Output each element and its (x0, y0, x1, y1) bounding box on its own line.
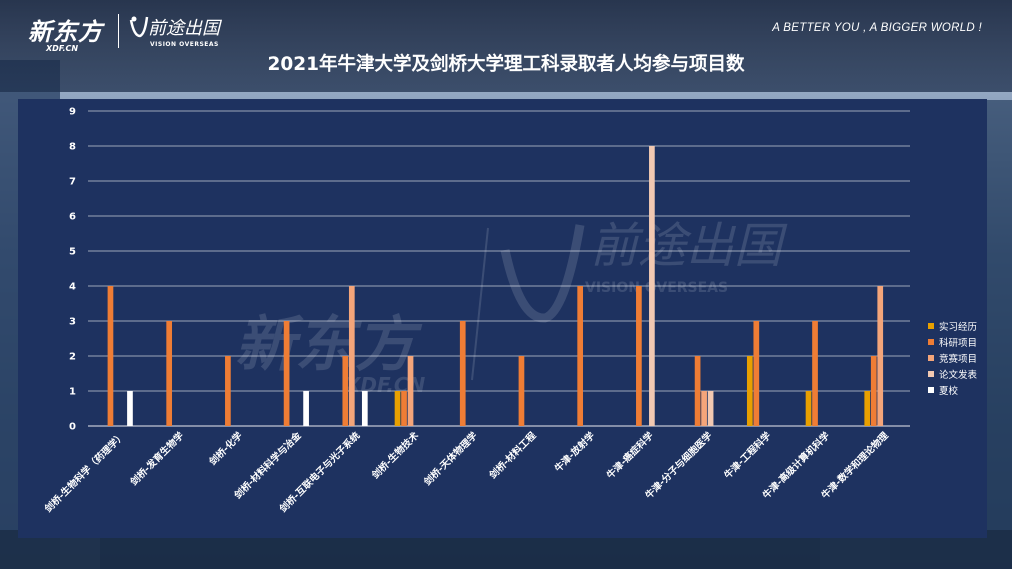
bar (877, 286, 884, 426)
x-tick-label: 剑桥-生物技术 (369, 429, 422, 482)
bar (694, 356, 701, 426)
legend-swatch (928, 355, 934, 361)
y-tick-label: 0 (69, 422, 76, 433)
legend-swatch (928, 387, 934, 393)
y-tick-label: 3 (69, 317, 76, 328)
watermark-swoosh-icon (500, 224, 585, 323)
bar (166, 321, 173, 426)
legend-swatch (928, 339, 934, 345)
bar (394, 391, 401, 426)
legend-label: 夏校 (939, 386, 959, 397)
bar (577, 286, 584, 426)
bar (401, 391, 407, 426)
watermark-partner-sub: VISION OVERSEAS (585, 280, 728, 296)
bar (518, 356, 525, 426)
bar (746, 356, 753, 426)
legend-item: 论文发表 (928, 366, 977, 382)
bar (127, 391, 133, 426)
x-tick-label: 剑桥-材料工程 (486, 429, 539, 482)
watermark: 新东方 XDF.CN 前途出国 VISION OVERSEAS (235, 218, 788, 397)
brand-logo-text: 新东方 (28, 18, 103, 46)
x-tick-label: 牛津-工程科学 (722, 429, 774, 481)
y-tick-label: 4 (69, 282, 76, 293)
bar (636, 286, 642, 426)
y-tick-label: 9 (69, 107, 76, 118)
bar (303, 391, 309, 426)
y-tick-label: 7 (69, 177, 76, 188)
y-tick-label: 5 (69, 247, 76, 258)
bar (707, 391, 714, 426)
bar (107, 286, 114, 426)
chart-grid (88, 110, 910, 427)
legend-label: 竞赛项目 (939, 354, 978, 365)
brand-logo: 新东方 XDF.CN (28, 12, 103, 53)
partner-logo-subtext: VISION OVERSEAS (150, 41, 219, 48)
watermark-brand: 新东方 (235, 310, 423, 380)
bar (753, 321, 760, 426)
y-tick-label: 6 (69, 212, 76, 223)
legend-item: 科研项目 (928, 334, 977, 350)
y-tick-label: 1 (69, 387, 76, 398)
bar (812, 321, 818, 426)
legend-item: 夏校 (928, 382, 977, 398)
vision-swoosh-icon (129, 16, 149, 38)
bar (225, 356, 231, 426)
x-tick-label: 牛津-放射学 (552, 429, 597, 474)
brand-logo-subtext: XDF.CN (46, 44, 79, 53)
bar (805, 391, 812, 426)
bar (342, 356, 349, 426)
legend-label: 论文发表 (939, 370, 978, 381)
partner-logo-text: 前途出国 (148, 18, 220, 39)
chart-bars (107, 146, 884, 426)
x-tick-label: 剑桥-生物科学（药理学） (42, 430, 128, 516)
legend-item: 实习经历 (928, 318, 977, 334)
chart-panel (18, 99, 987, 538)
bar (701, 391, 707, 426)
y-axis-ticks: 0 1 2 3 4 5 6 7 8 9 (69, 107, 76, 433)
chart-title: 2021年牛津大学及剑桥大学理工科录取者人均参与项目数 (267, 54, 745, 75)
bar (649, 146, 655, 426)
x-tick-label: 剑桥-天体物理学 (421, 429, 480, 488)
legend-label: 科研项目 (939, 338, 978, 349)
bar (283, 321, 290, 426)
y-tick-label: 2 (69, 352, 76, 363)
watermark-divider (471, 227, 489, 381)
partner-logo: 前途出国 VISION OVERSEAS (128, 14, 220, 48)
legend-label: 实习经历 (939, 322, 978, 333)
legend-swatch (928, 323, 934, 329)
bar (870, 356, 877, 426)
tagline: A BETTER YOU , A BIGGER WORLD ! (772, 22, 982, 34)
x-tick-label: 剑桥-发育生物学 (127, 429, 186, 488)
bar (361, 391, 368, 426)
watermark-partner: 前途出国 (590, 218, 788, 274)
header-bar (0, 0, 1012, 92)
bar (864, 391, 871, 426)
x-axis-ticks: 剑桥-生物科学（药理学） 剑桥-发育生物学 剑桥-化学剑桥-材料科学与冶金剑桥-互联… (42, 429, 892, 515)
chart-legend: 实习经历科研项目竞赛项目论文发表夏校 (928, 318, 977, 398)
bar (348, 286, 355, 426)
legend-swatch (928, 371, 934, 377)
bar (459, 321, 466, 426)
bar (407, 356, 414, 426)
logo-divider (118, 14, 119, 48)
x-tick-label: 牛津-癌症科学 (604, 429, 656, 481)
x-tick-label: 剑桥-化学 (206, 429, 245, 468)
legend-item: 竞赛项目 (928, 350, 977, 366)
y-tick-label: 8 (69, 142, 76, 153)
